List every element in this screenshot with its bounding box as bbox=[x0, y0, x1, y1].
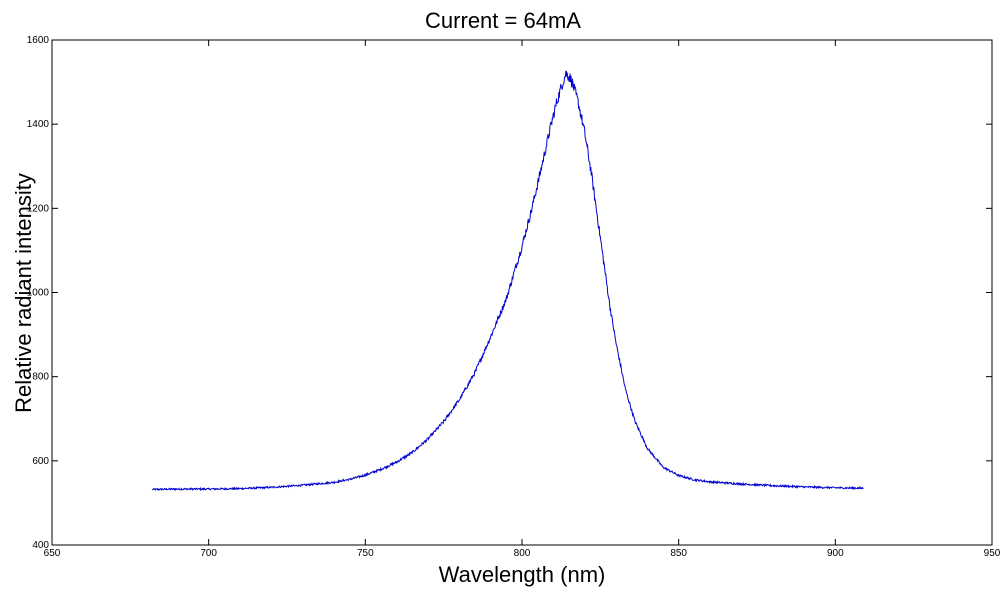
y-tick-label: 1400 bbox=[27, 119, 50, 130]
tick-labels: 650 700 750 800 850 900 950 400 600 800 1000 1200 14… bbox=[27, 35, 1001, 559]
y-tick-label: 1600 bbox=[27, 35, 50, 46]
x-tick-label: 900 bbox=[827, 548, 844, 559]
y-tick-label: 1200 bbox=[27, 203, 50, 214]
y-tick-label: 400 bbox=[32, 540, 49, 551]
y-tick-label: 1000 bbox=[27, 288, 50, 299]
series-line bbox=[151, 70, 864, 492]
x-tick-label: 850 bbox=[670, 548, 687, 559]
x-tick-label: 750 bbox=[357, 548, 374, 559]
plot-area bbox=[51, 39, 993, 546]
y-tick-label: 600 bbox=[32, 456, 49, 467]
x-tick-label: 650 bbox=[44, 548, 61, 559]
y-axis-label: Relative radiant intensity bbox=[11, 173, 36, 413]
x-axis-label: Wavelength (nm) bbox=[438, 562, 606, 587]
x-tick-label: 700 bbox=[200, 548, 217, 559]
x-tick-label: 950 bbox=[984, 548, 1001, 559]
axis-ticks bbox=[51, 39, 993, 546]
chart-title: Current = 64mA bbox=[425, 8, 581, 33]
y-tick-label: 800 bbox=[32, 372, 49, 383]
x-tick-label: 800 bbox=[514, 548, 531, 559]
